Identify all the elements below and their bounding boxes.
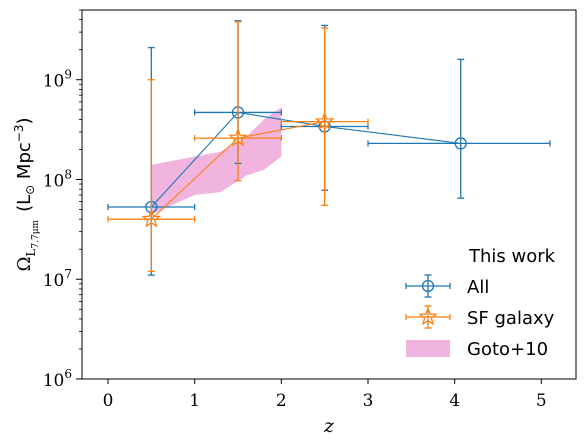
x-tick-label: 3 (363, 391, 374, 411)
x-tick-label: 0 (103, 391, 114, 411)
y-label-sub: L (24, 249, 38, 257)
legend-entry-goto-10: Goto+10 (406, 339, 548, 360)
y-tick-base: 10 (43, 72, 65, 92)
y-tick-label: 108 (43, 167, 72, 191)
legend-entries: All SF galaxy Goto+10 (405, 274, 555, 360)
data-point (280, 27, 369, 207)
marker-star (228, 127, 248, 147)
data-point (367, 58, 551, 199)
x-tick-label: 2 (276, 391, 287, 411)
y-tick-label: 109 (43, 68, 72, 92)
data-point (107, 79, 196, 272)
series-sf-galaxy (107, 21, 369, 272)
legend-label: All (467, 277, 489, 298)
y-tick-label: 107 (43, 267, 72, 291)
legend-label: Goto+10 (467, 339, 548, 360)
y-label-exp: −3 (12, 125, 26, 143)
series-layer (107, 20, 551, 276)
marker-star (141, 208, 162, 228)
y-tick-base: 10 (43, 271, 65, 291)
legend-header: This work (468, 246, 556, 267)
x-axis-label: z (323, 415, 335, 437)
y-tick-exponent: 6 (64, 367, 72, 381)
marker-circle (454, 137, 467, 150)
x-tick-label: 1 (189, 391, 200, 411)
y-tick-exponent: 9 (64, 68, 72, 82)
legend-entry-all: All (405, 274, 489, 298)
band-goto10 (151, 107, 282, 215)
marker-star (314, 111, 335, 131)
legend: This work All SF galaxy Goto+10 (405, 246, 556, 360)
y-tick-exponent: 7 (64, 267, 72, 281)
band-layer (151, 107, 282, 215)
y-tick-label: 106 (43, 367, 72, 391)
y-label-paren: (L (14, 195, 35, 212)
x-tick-label: 5 (536, 391, 547, 411)
legend-entry-sf-galaxy: SF galaxy (405, 305, 555, 329)
legend-swatch-marker (418, 306, 438, 326)
y-label-close: ) (14, 117, 35, 124)
legend-label: SF galaxy (467, 308, 555, 329)
y-label-sun: ⊙ (23, 185, 37, 195)
data-point (194, 21, 282, 182)
y-label-subsub: 7.7μm (31, 219, 41, 248)
y-label-unit: Mpc (14, 142, 35, 185)
y-tick-base: 10 (43, 171, 65, 191)
plot-frame (81, 9, 577, 380)
legend-swatch-band (406, 340, 450, 357)
x-tick-label: 4 (449, 391, 460, 411)
y-axis-label: ΩL7.7μm (L⊙ Mpc−3) (12, 117, 41, 271)
y-label-symbol: Ω (14, 257, 35, 272)
y-tick-exponent: 8 (64, 167, 72, 181)
y-tick-base: 10 (43, 371, 65, 391)
legend-swatch-marker (421, 279, 435, 293)
